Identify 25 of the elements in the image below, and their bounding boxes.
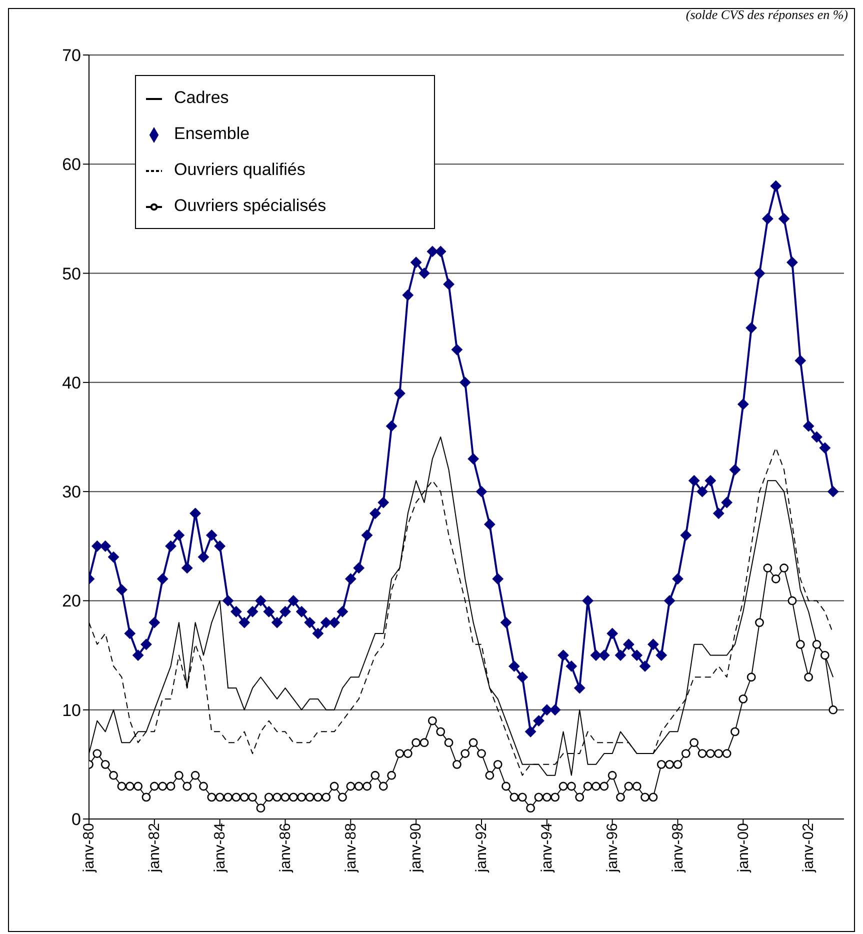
y-tick-label: 70 xyxy=(62,46,81,66)
y-tick-label: 30 xyxy=(62,482,81,502)
y-tick-label: 20 xyxy=(62,592,81,611)
legend-label: Cadres xyxy=(174,88,229,107)
x-tick-label: janv-98 xyxy=(669,823,686,874)
legend-label: Ensemble xyxy=(174,124,250,143)
y-tick-label: 60 xyxy=(62,155,81,174)
text: (solde CVS des réponses en %) xyxy=(686,7,848,23)
x-tick-label: janv-92 xyxy=(473,823,490,874)
y-tick-label: 40 xyxy=(62,373,81,392)
x-tick-label: janv-82 xyxy=(146,823,164,874)
x-tick-label: janv-80 xyxy=(80,823,98,874)
x-tick-label: janv-00 xyxy=(734,823,752,874)
x-tick-label: janv-02 xyxy=(800,823,818,874)
y-tick-label: 0 xyxy=(72,810,81,830)
x-tick-label: janv-84 xyxy=(211,823,228,874)
y-tick-label: 50 xyxy=(62,264,81,284)
x-tick-label: janv-90 xyxy=(408,823,425,874)
legend-label: Ouvriers spécialisés xyxy=(174,196,326,215)
x-tick-label: janv-94 xyxy=(538,823,556,874)
y-tick-label: 10 xyxy=(62,700,81,720)
legend-label: Ouvriers qualifiés xyxy=(174,160,306,179)
x-tick-label: janv-88 xyxy=(342,823,360,874)
x-tick-label: janv-86 xyxy=(276,823,294,874)
x-tick-label: janv-96 xyxy=(604,823,621,874)
